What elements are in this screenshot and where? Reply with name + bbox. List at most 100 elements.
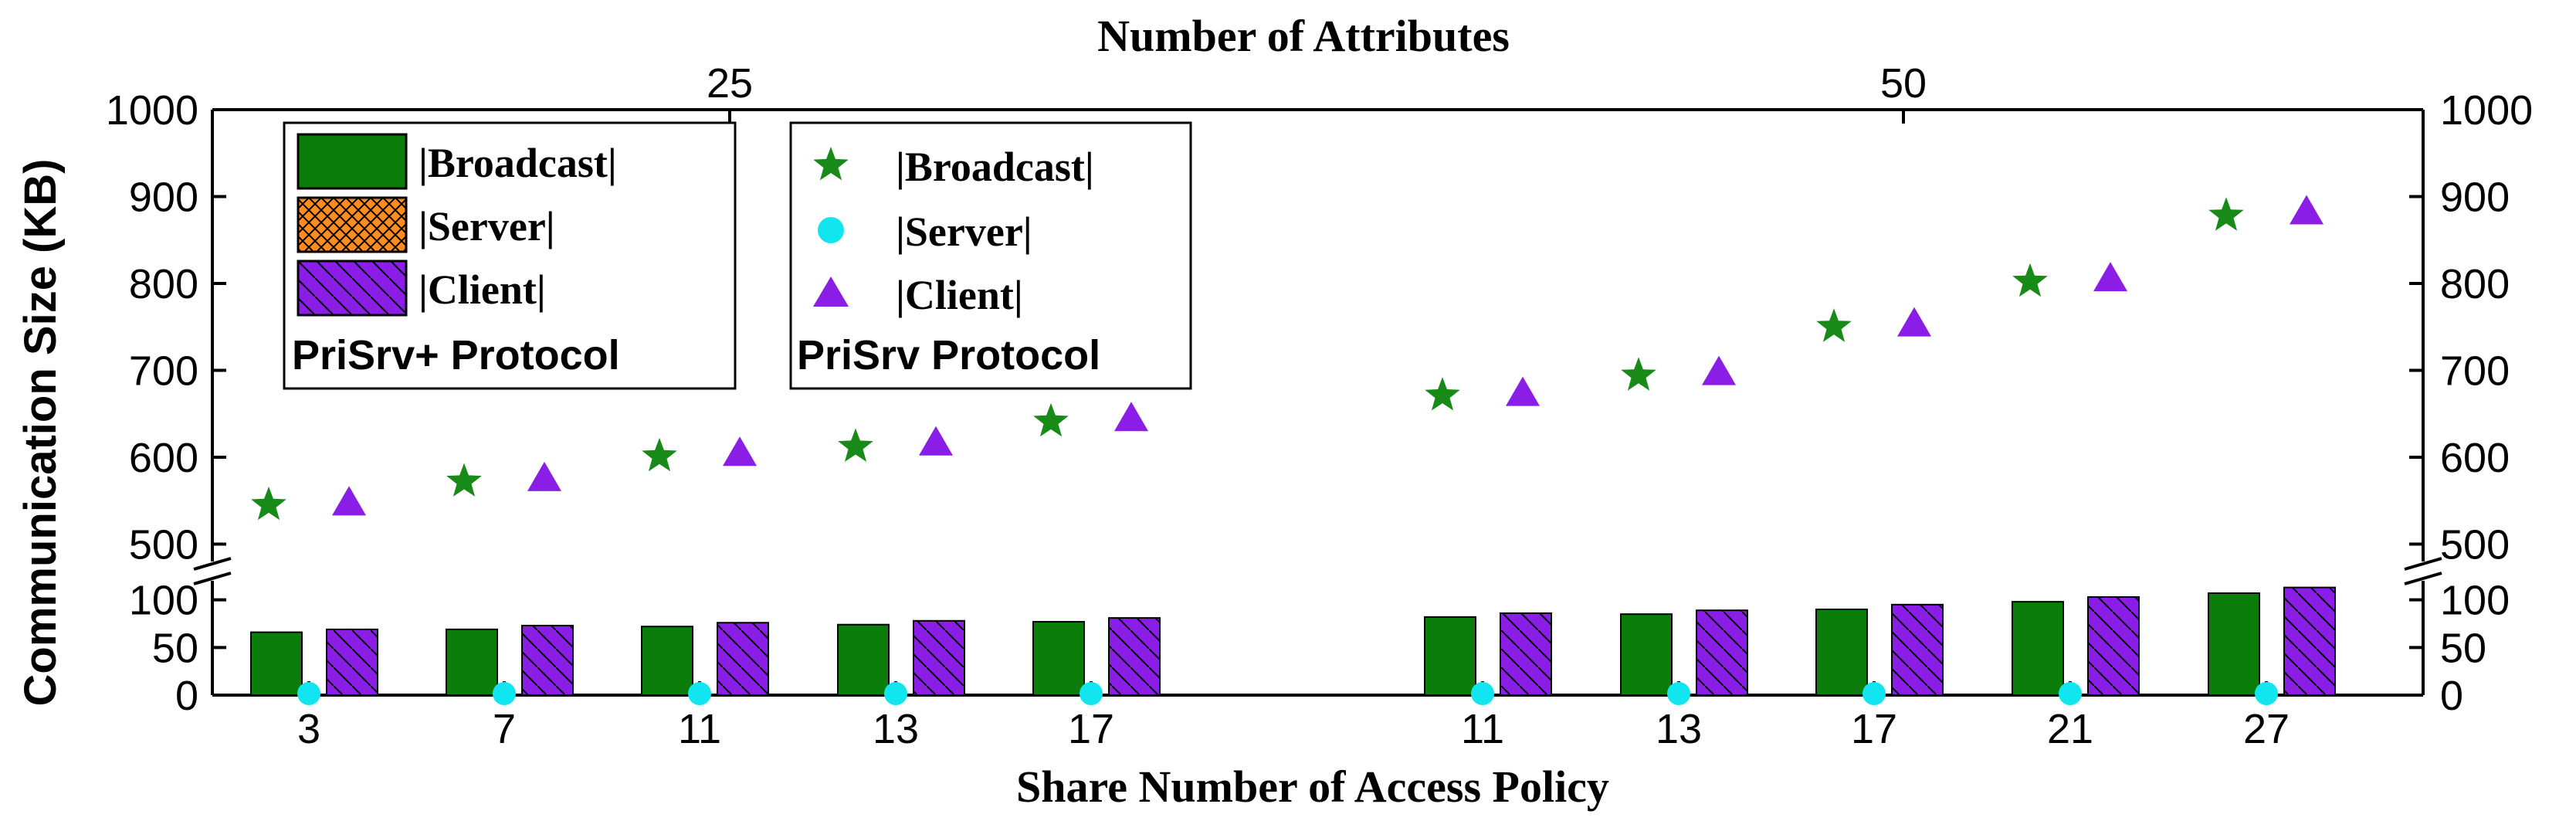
bar-broadcast: [2208, 592, 2260, 696]
marker-server-circle: [1080, 682, 1103, 705]
marker-server-circle: [1863, 682, 1886, 705]
y-tick-label-right: 1000: [2440, 87, 2533, 134]
y-tick-label-right: 500: [2440, 522, 2510, 568]
legend-title-prisrv: PriSrv Protocol: [797, 332, 1100, 378]
bar-series: [250, 586, 2336, 697]
marker-broadcast-star: [2012, 263, 2048, 297]
y-tick-label-right: 50: [2440, 625, 2486, 671]
legend-swatch-client: [297, 260, 408, 317]
x-tick-label: 17: [1851, 706, 1897, 752]
y-tick-label-right: 100: [2440, 578, 2510, 624]
top-tick-label: 50: [1880, 60, 1927, 107]
marker-server-circle: [2255, 682, 2278, 705]
bar-broadcast: [641, 626, 693, 697]
marker-server-circle: [297, 682, 320, 705]
marker-client-triangle: [527, 461, 561, 491]
bar-client: [2087, 595, 2140, 697]
y-tick-label-right: 800: [2440, 261, 2510, 307]
marker-series: [251, 195, 2323, 705]
marker-broadcast-star: [2208, 197, 2244, 231]
legend-marker-client: [813, 276, 849, 307]
axis-break-mark: [193, 572, 232, 585]
axis-break-mark: [2404, 557, 2442, 571]
legend-prisrv: |Broadcast| |Server| |Client| PriSrv Pro…: [789, 121, 1192, 390]
marker-server-circle: [884, 682, 907, 705]
x-tick-label: 11: [678, 706, 721, 752]
marker-broadcast-star: [251, 486, 286, 521]
legend-title-prisrv-plus: PriSrv+ Protocol: [292, 332, 620, 378]
marker-server-circle: [1667, 682, 1690, 705]
x-tick-label: 13: [873, 706, 919, 752]
bar-broadcast: [1815, 609, 1868, 696]
legend-label-client: |Client|: [419, 266, 546, 313]
marker-broadcast-star: [642, 437, 677, 472]
marker-broadcast-star: [1816, 308, 1852, 342]
y-tick-label-right: 900: [2440, 175, 2510, 221]
bar-broadcast: [2012, 601, 2064, 697]
bar-client: [326, 628, 378, 697]
bar-broadcast: [446, 628, 498, 697]
legend-label-broadcast: |Broadcast|: [419, 140, 617, 186]
marker-server-circle: [2059, 682, 2082, 705]
x-tick-label: 17: [1068, 706, 1114, 752]
bar-broadcast: [250, 631, 303, 696]
bar-client: [2283, 586, 2336, 697]
x-axis-title: Share Number of Access Policy: [1016, 762, 1609, 812]
bar-client: [1891, 603, 1944, 696]
x-tick-label: 7: [493, 706, 516, 752]
marker-broadcast-star: [446, 463, 482, 497]
marker-client-triangle: [1897, 307, 1931, 337]
bar-client: [521, 624, 574, 697]
marker-client-triangle: [2290, 195, 2323, 225]
marker-client-triangle: [1506, 376, 1540, 406]
x-tick-label: 11: [1461, 706, 1504, 752]
y-tick-label: 600: [129, 435, 198, 481]
legend-marker-server: [818, 217, 844, 243]
marker-client-triangle: [2093, 262, 2127, 292]
bar-client: [1108, 617, 1161, 696]
bar-client: [1500, 612, 1552, 697]
x-tick-label: 13: [1656, 706, 1702, 752]
y-tick-label: 1000: [106, 87, 198, 134]
y-tick-label: 0: [175, 673, 198, 719]
marker-server-circle: [1471, 682, 1494, 705]
bar-client: [913, 619, 965, 696]
legend-box-prisrv: [789, 121, 1192, 390]
y-tick-label-right: 700: [2440, 348, 2510, 395]
marker-client-triangle: [1702, 355, 1736, 385]
top-tick-label: 25: [707, 60, 753, 107]
bar-broadcast: [1032, 621, 1085, 696]
marker-broadcast-star: [1621, 357, 1656, 391]
marker-client-triangle: [919, 426, 953, 456]
x-tick-label: 3: [297, 706, 320, 752]
marker-client-triangle: [332, 486, 366, 516]
axis-break-mark: [2404, 572, 2442, 585]
legend-marker-broadcast: [813, 147, 849, 181]
axis-ticks: 500 500 600 600 700 700 800 800 900 900 1000 1000 0 0…: [106, 60, 2533, 752]
y-tick-label: 800: [129, 261, 198, 307]
x-tick-label: 27: [2243, 706, 2290, 752]
top-axis-title: Number of Attributes: [1097, 11, 1510, 61]
y-tick-label: 900: [129, 175, 198, 221]
marker-broadcast-star: [1033, 402, 1069, 437]
marker-broadcast-star: [838, 428, 873, 462]
marker-broadcast-star: [1425, 377, 1460, 411]
y-tick-label: 500: [129, 522, 198, 568]
legend-label-server: |Server|: [419, 203, 555, 249]
y-axis-title: Communication Size (KB): [15, 159, 66, 707]
legend-swatch-broadcast: [297, 133, 408, 190]
axis-break-mark: [193, 557, 232, 571]
bar-client: [1696, 609, 1748, 697]
legend-swatch-server: [297, 196, 408, 253]
legend-label-server-prisrv: |Server|: [896, 209, 1032, 255]
bar-client: [717, 622, 769, 696]
legend-label-client-prisrv: |Client|: [896, 272, 1023, 318]
marker-server-circle: [493, 682, 516, 705]
bar-broadcast: [1424, 616, 1476, 696]
bar-broadcast: [837, 623, 890, 697]
y-tick-label: 100: [129, 578, 198, 624]
bar-broadcast: [1620, 613, 1673, 697]
x-tick-label: 21: [2047, 706, 2093, 752]
y-tick-label-right: 0: [2440, 673, 2463, 719]
